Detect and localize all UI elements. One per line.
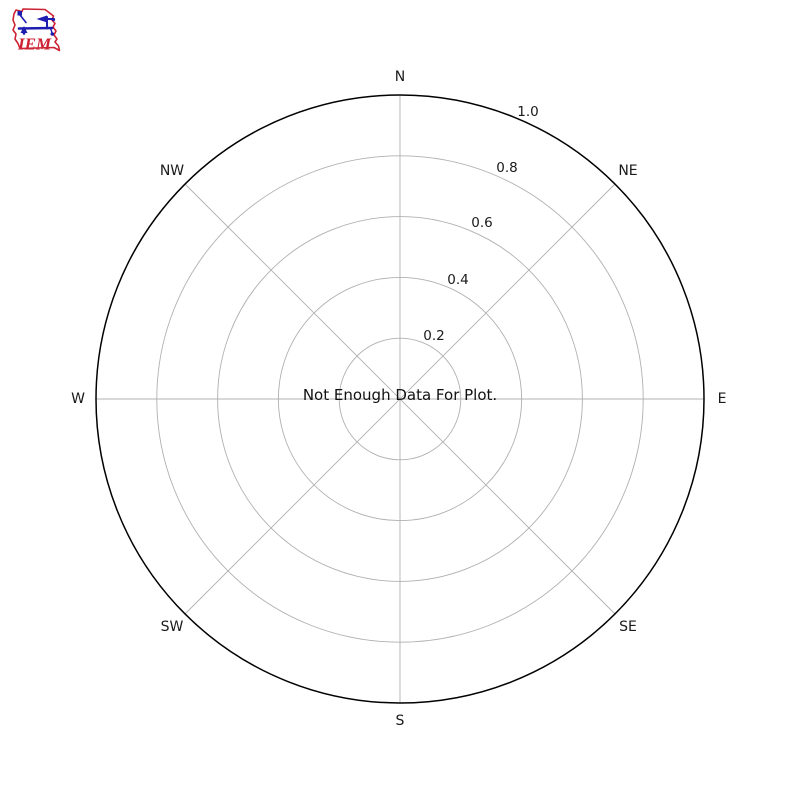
dir-label-e: E (718, 391, 727, 407)
spoke-nw-se (184, 183, 616, 615)
dir-label-n: N (395, 69, 405, 85)
dir-label-w: W (71, 391, 85, 407)
dir-label-se: SE (619, 619, 637, 635)
rtick-label-1.0: 1.0 (517, 104, 538, 120)
iem-logo: IEM (12, 8, 61, 54)
dir-label-s: S (396, 713, 405, 729)
polar-grid (95, 94, 705, 704)
polar-spine (95, 94, 705, 704)
anemometer-icon (17, 11, 56, 36)
dir-label-sw: SW (161, 619, 184, 635)
dir-label-nw: NW (160, 163, 184, 179)
direction-labels: N NE E SE S SW W NW (71, 69, 726, 729)
dir-label-ne: NE (618, 163, 637, 179)
radial-tick-labels: 0.2 0.4 0.6 0.8 1.0 (423, 104, 538, 344)
rtick-label-0.8: 0.8 (496, 160, 517, 176)
rtick-label-0.2: 0.2 (423, 328, 444, 344)
rtick-label-0.4: 0.4 (447, 272, 468, 288)
rtick-label-0.6: 0.6 (471, 215, 492, 231)
iem-logo-text: IEM (17, 35, 52, 54)
no-data-annotation: Not Enough Data For Plot. (303, 386, 497, 404)
